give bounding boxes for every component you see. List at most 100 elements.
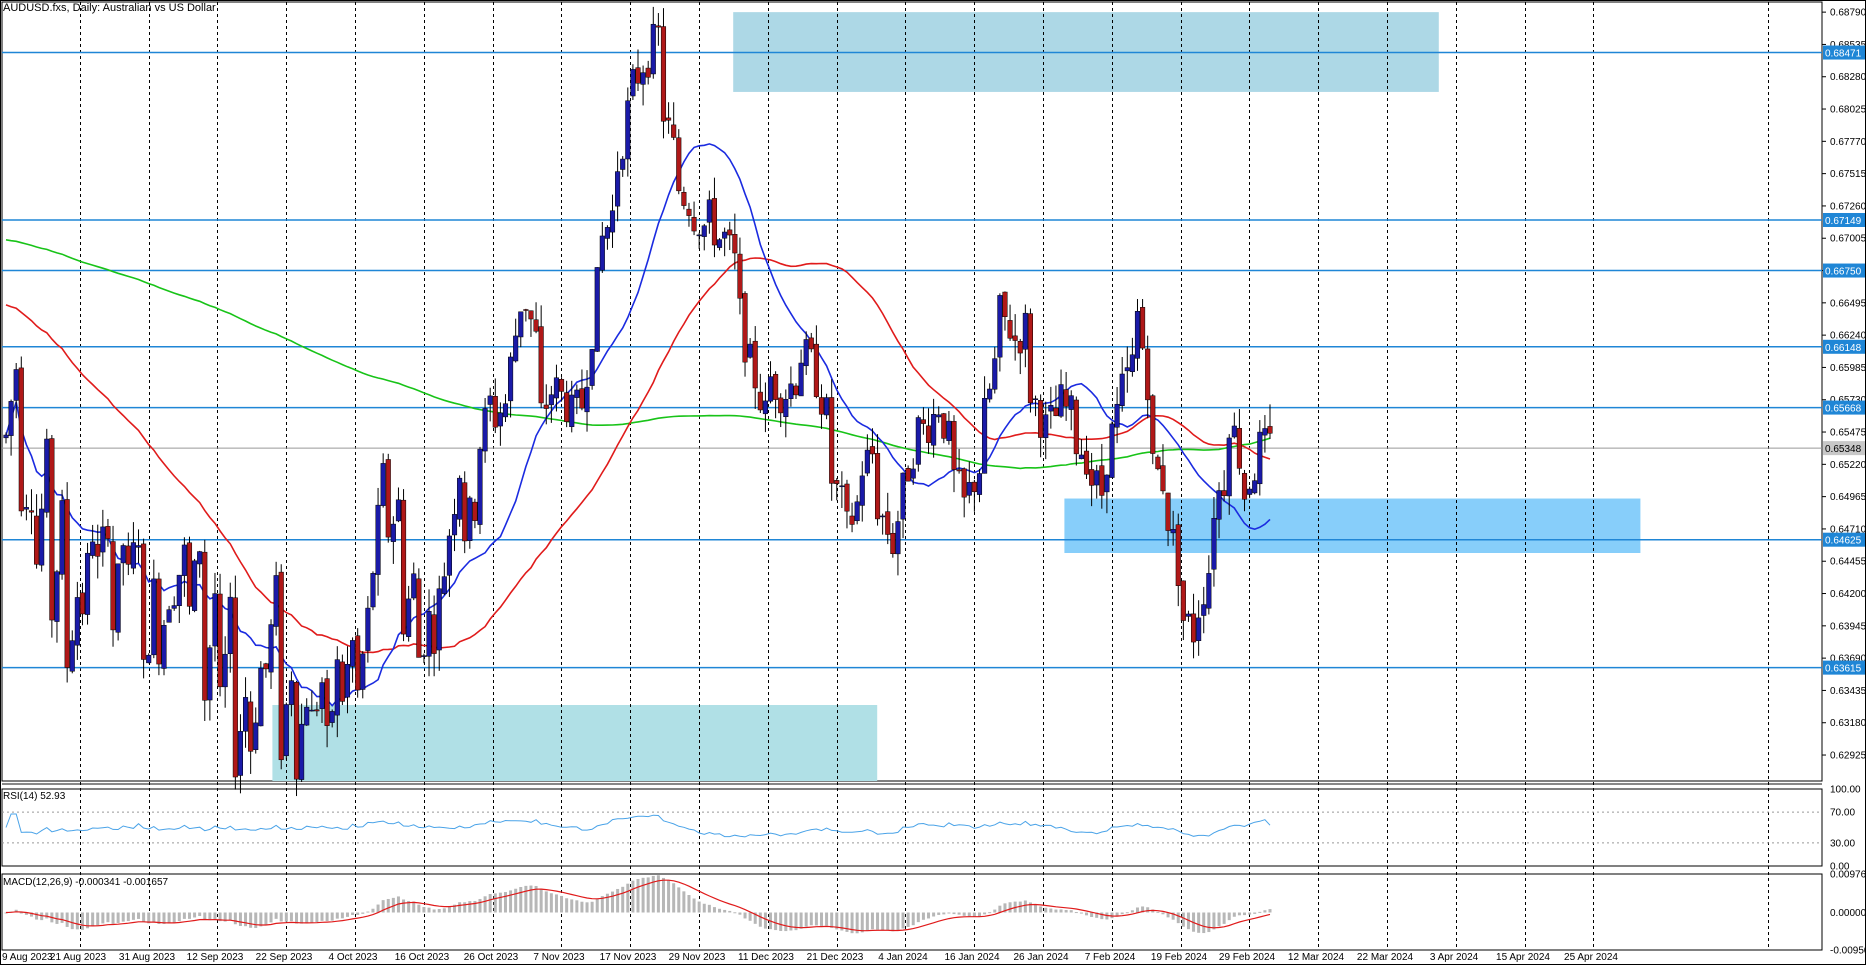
macd-histogram-bar <box>646 877 650 913</box>
macd-histogram-bar <box>605 893 609 913</box>
zone-rect-2 <box>272 705 878 781</box>
macd-histogram-bar <box>850 912 854 934</box>
candle-body <box>502 403 509 418</box>
candle-body <box>1201 604 1207 616</box>
macd-histogram-bar <box>1008 902 1012 913</box>
price-tick-label: 0.64200 <box>1830 589 1866 600</box>
candle-body <box>242 697 249 732</box>
macd-histogram-bar <box>809 912 813 926</box>
candle-body <box>844 483 850 512</box>
macd-histogram-bar <box>137 912 141 919</box>
candle-body <box>151 578 157 656</box>
candle-body <box>1104 474 1110 493</box>
macd-histogram-bar <box>1064 909 1068 913</box>
candle-body <box>885 511 891 535</box>
macd-histogram-bar <box>524 885 528 913</box>
candle-body <box>171 605 177 609</box>
macd-histogram-bar <box>616 888 620 913</box>
candle-body <box>186 542 193 607</box>
candle-body <box>248 701 254 752</box>
macd-histogram-bar <box>1202 912 1206 934</box>
macd-histogram-bar <box>911 912 915 926</box>
x-tick-label: 16 Jan 2024 <box>944 952 999 963</box>
macd-histogram-bar <box>707 904 711 913</box>
candle-body <box>74 597 80 646</box>
candle-body <box>599 235 605 271</box>
candle-body <box>110 541 116 631</box>
macd-histogram-bar <box>1049 908 1053 913</box>
candle-body <box>1058 384 1064 417</box>
candle-body <box>579 388 585 409</box>
candle-body <box>283 704 289 757</box>
candle-body <box>90 541 96 556</box>
candle-body <box>533 319 539 332</box>
macd-histogram-bar <box>845 912 849 932</box>
macd-histogram-bar <box>19 912 23 914</box>
level-label-bg <box>1823 532 1866 547</box>
macd-histogram-bar <box>794 912 798 931</box>
macd-histogram-bar <box>1222 912 1226 924</box>
candle-body <box>1196 617 1202 641</box>
macd-histogram-bar <box>763 912 767 929</box>
main-panel-frame <box>1 1 1823 782</box>
candle-body <box>365 607 371 651</box>
candle-body <box>344 663 351 698</box>
macd-histogram-bar <box>819 912 823 926</box>
macd-histogram-bar <box>498 892 502 913</box>
macd-histogram-bar <box>213 912 217 920</box>
macd-histogram-bar <box>233 912 237 925</box>
candle-body <box>1165 492 1171 531</box>
rsi-tick-label: 70.00 <box>1830 808 1855 819</box>
macd-histogram-bar <box>687 894 691 913</box>
candle-body <box>895 521 901 555</box>
macd-histogram-bar <box>1125 912 1129 914</box>
macd-histogram-bar <box>1268 909 1272 913</box>
macd-histogram-bar <box>661 877 665 913</box>
candle-body <box>1099 465 1105 496</box>
candle-body <box>69 640 75 672</box>
candle-body <box>558 379 565 392</box>
candle-body <box>360 653 366 690</box>
macd-histogram-bar <box>998 905 1002 913</box>
macd-histogram-bar <box>391 897 395 913</box>
candle-body <box>951 421 957 470</box>
candle-body <box>910 468 916 479</box>
macd-histogram-bar <box>534 885 538 913</box>
zone-rect-1 <box>1064 498 1641 553</box>
macd-histogram-bar <box>855 912 859 934</box>
rsi-tick-label: 100.00 <box>1830 785 1861 796</box>
candle-body <box>130 542 136 569</box>
rsi-line <box>5 813 1271 838</box>
candle-body <box>905 468 911 482</box>
macd-histogram-bar <box>1243 912 1247 916</box>
level-label: 0.66148 <box>1825 343 1862 354</box>
candle-body <box>508 356 514 402</box>
x-tick-label: 26 Oct 2023 <box>464 952 519 963</box>
candle-body <box>1053 407 1059 417</box>
macd-histogram-bar <box>988 912 992 914</box>
macd-histogram-bar <box>600 896 604 913</box>
candle-body <box>650 23 656 75</box>
macd-histogram-bar <box>305 912 309 924</box>
macd-histogram-bar <box>1207 912 1211 933</box>
candle-body <box>1262 428 1268 436</box>
ma-mid-line <box>5 257 1271 654</box>
macd-histogram-bar <box>947 912 951 914</box>
rsi-panel-frame <box>1 788 1823 867</box>
candle-body <box>798 362 804 397</box>
candle-body <box>1211 518 1217 570</box>
macd-histogram-bar <box>723 909 727 913</box>
macd-histogram-bar <box>198 912 202 917</box>
macd-histogram-bar <box>789 912 793 931</box>
candle-body <box>783 399 789 418</box>
level-label: 0.67149 <box>1825 216 1862 227</box>
macd-histogram-bar <box>249 912 253 928</box>
candle-body <box>197 551 203 565</box>
x-tick-label: 16 Oct 2023 <box>395 952 450 963</box>
price-tick-label: 0.67515 <box>1830 169 1866 180</box>
macd-histogram-bar <box>172 912 176 923</box>
candle-body <box>645 67 651 78</box>
candle-body <box>1089 469 1095 486</box>
